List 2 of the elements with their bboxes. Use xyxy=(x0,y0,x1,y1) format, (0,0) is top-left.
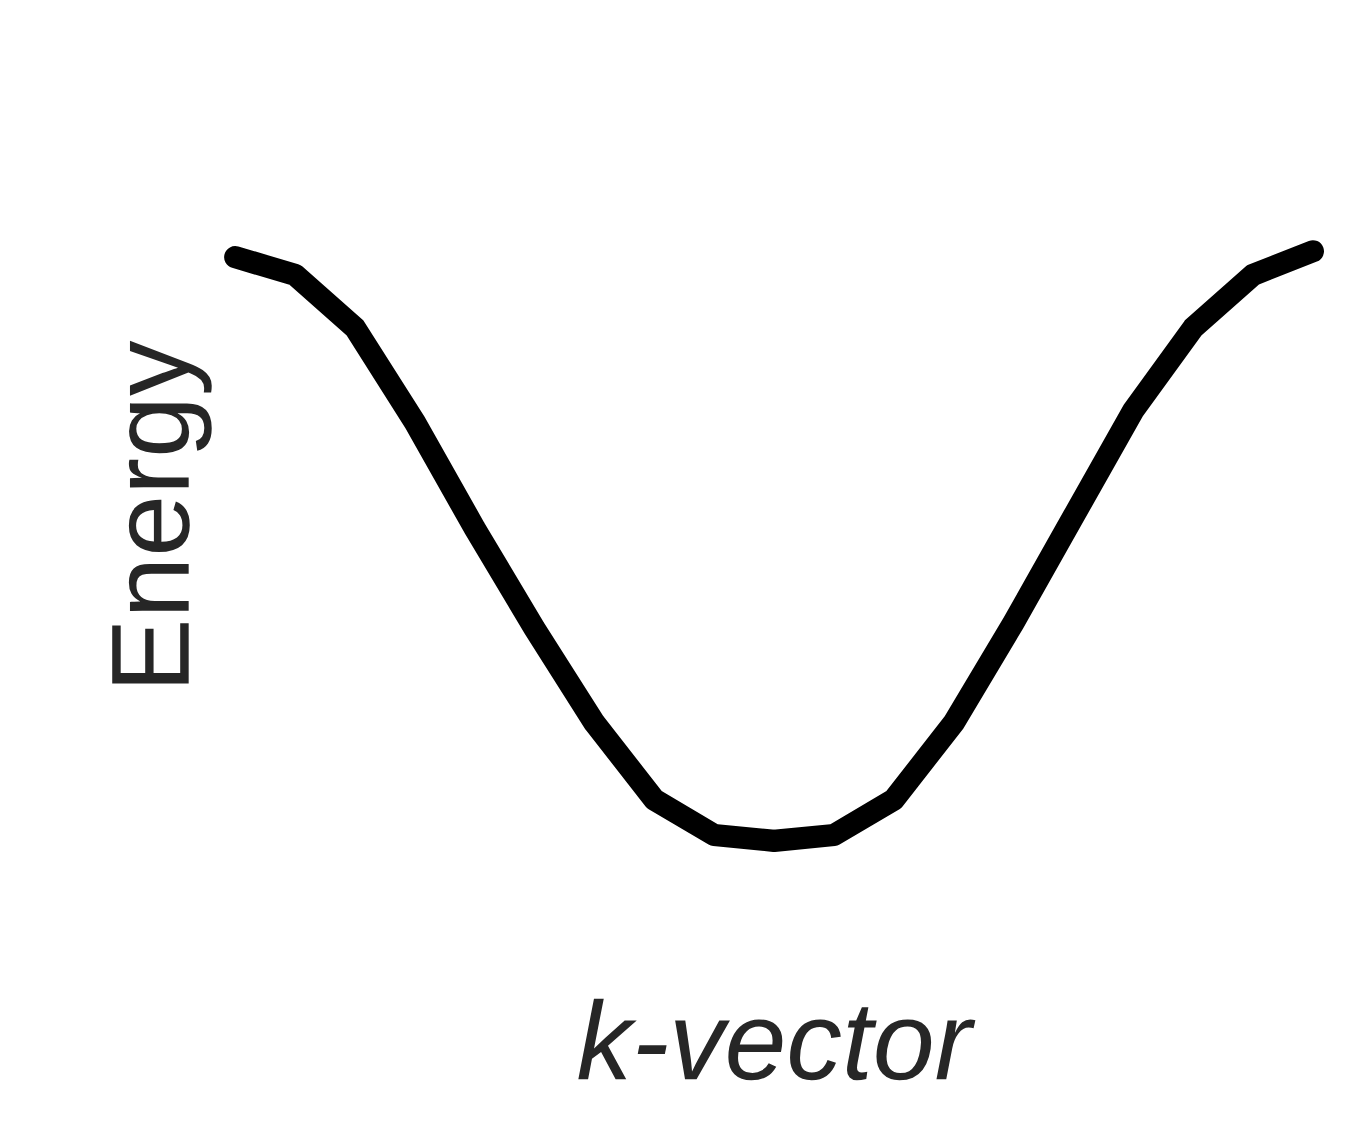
x-axis-title: k-vector xyxy=(578,998,976,1081)
y-axis-title: Energy xyxy=(112,340,212,684)
